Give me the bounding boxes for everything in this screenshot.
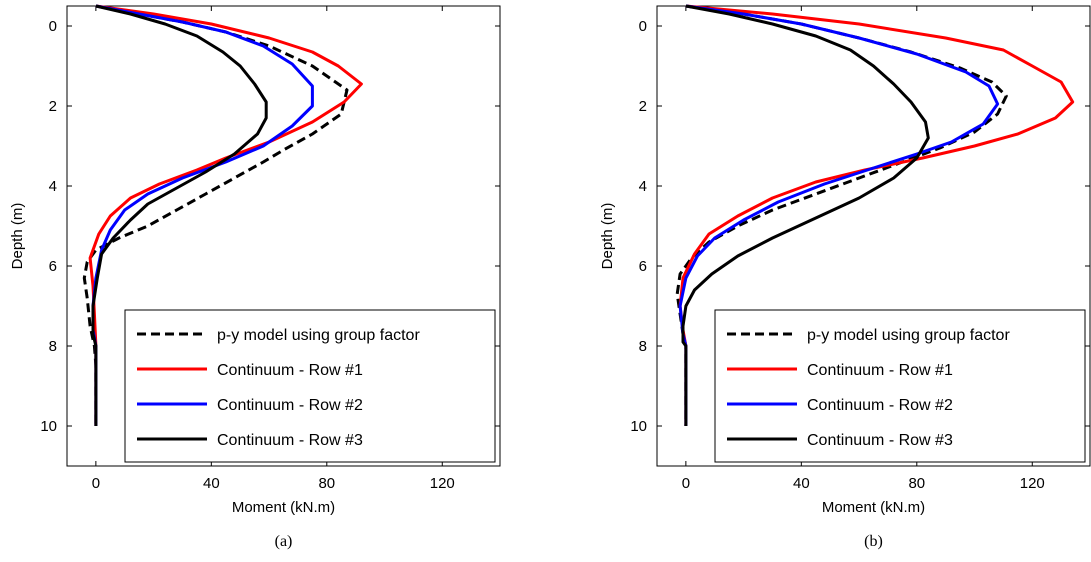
- series-line-1: [82, 4, 349, 426]
- chart-panel-b: 0 40 80 120 0 2 4 6 8 10 p-y model using group fa…: [599, 4, 1091, 550]
- legend-entry-label: p-y model using group factor: [807, 327, 1010, 344]
- plot-frame: [66, 5, 501, 467]
- y-tick-label: 8: [639, 338, 647, 355]
- x-tick-label: 80: [908, 475, 925, 492]
- x-tick-label: 40: [203, 475, 220, 492]
- y-tick-label: 4: [49, 178, 57, 195]
- y-tick-label: 8: [49, 338, 57, 355]
- y-axis-label: Depth (m): [599, 203, 616, 270]
- series-group: [82, 4, 363, 426]
- series-group: [675, 4, 1075, 426]
- x-tick-label: 120: [1020, 475, 1045, 492]
- y-tick-label: 0: [639, 18, 647, 35]
- x-axis-label: Moment (kN.m): [232, 499, 335, 516]
- legend-entry-label: Continuum - Row #1: [217, 362, 363, 379]
- y-tick-label: 2: [49, 98, 57, 115]
- axis-ticks: 0 40 80 120 0 2 4 6 8 10: [40, 6, 500, 492]
- x-tick-label: 0: [92, 475, 100, 492]
- y-tick-label: 6: [639, 258, 647, 275]
- legend-entry-label: Continuum - Row #3: [807, 432, 953, 449]
- y-tick-label: 10: [630, 418, 647, 435]
- chart-panel-a: 0 40 80 120 0 2 4 6 8 10 p-y model using group fa…: [9, 4, 501, 550]
- series-line-4: [91, 4, 268, 426]
- x-axis-label: Moment (kN.m): [822, 499, 925, 516]
- panel-caption: (b): [864, 533, 883, 550]
- series-line-4: [681, 4, 930, 426]
- legend-entry-label: Continuum - Row #3: [217, 432, 363, 449]
- y-axis-label: Depth (m): [9, 203, 26, 270]
- x-tick-label: 0: [682, 475, 690, 492]
- y-tick-label: 4: [639, 178, 647, 195]
- legend-entry-label: Continuum - Row #2: [217, 397, 363, 414]
- x-tick-label: 80: [318, 475, 335, 492]
- x-tick-label: 40: [793, 475, 810, 492]
- y-tick-label: 6: [49, 258, 57, 275]
- legend-entry-label: p-y model using group factor: [217, 327, 420, 344]
- legend-entry-label: Continuum - Row #2: [807, 397, 953, 414]
- legend-entry-label: Continuum - Row #1: [807, 362, 953, 379]
- y-tick-label: 0: [49, 18, 57, 35]
- legend: p-y model using group factor Continuum - …: [124, 309, 496, 463]
- y-tick-label: 2: [639, 98, 647, 115]
- x-tick-label: 120: [430, 475, 455, 492]
- legend: p-y model using group factor Continuum - …: [714, 309, 1086, 463]
- y-tick-label: 10: [40, 418, 57, 435]
- plot-frame: [656, 5, 1091, 467]
- panel-caption: (a): [275, 533, 293, 550]
- series-line-3: [678, 4, 1000, 426]
- axis-ticks: 0 40 80 120 0 2 4 6 8 10: [630, 6, 1090, 492]
